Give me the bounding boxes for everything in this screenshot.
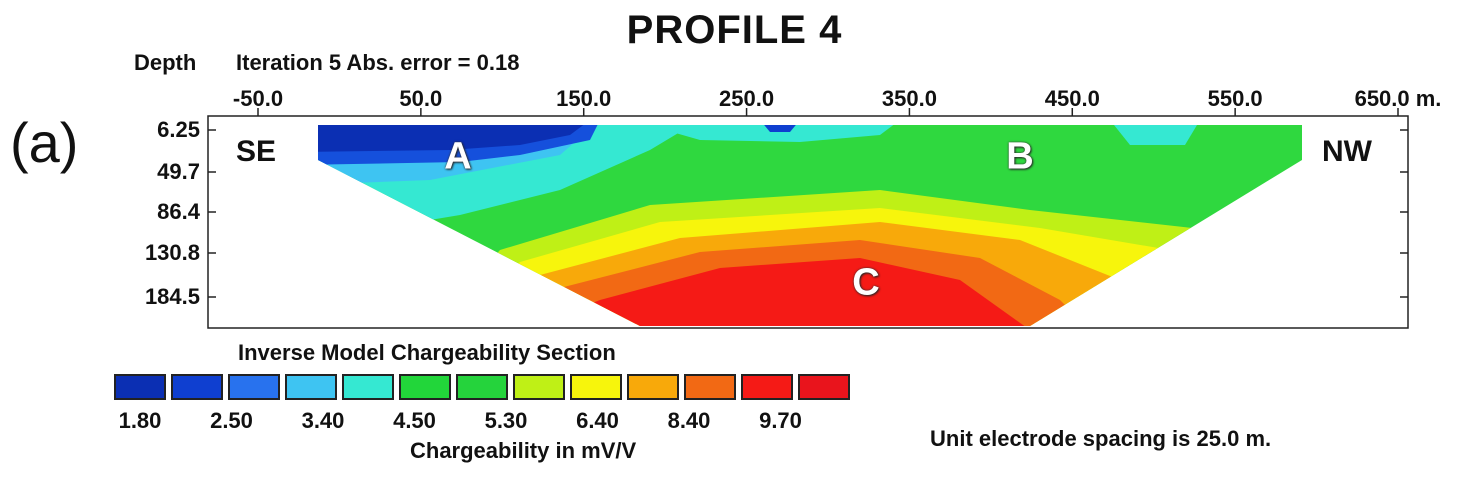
y-tick-label: 130.8 (144, 240, 200, 265)
legend-value: 3.40 (301, 408, 345, 433)
region-label-a: A (444, 135, 472, 178)
legend-swatch (798, 374, 850, 400)
colorbar-unit-label: Chargeability in mV/V (410, 438, 637, 463)
legend-swatch (456, 374, 508, 400)
x-tick-label: 150.0 (556, 86, 612, 111)
region-label-c: C (852, 261, 880, 304)
color-legend (114, 374, 850, 400)
legend-swatch (513, 374, 565, 400)
legend-value: 5.30 (484, 408, 528, 433)
legend-swatch (342, 374, 394, 400)
legend-swatch (741, 374, 793, 400)
y-tick-label: 184.5 (144, 284, 200, 309)
side-label-nw: NW (1322, 135, 1372, 168)
x-tick-label: 350.0 (881, 86, 937, 111)
chart-title: PROFILE 4 (626, 8, 843, 52)
legend-swatch (684, 374, 736, 400)
iteration-label: Iteration 5 Abs. error = 0.18 (236, 50, 520, 75)
x-tick-label: -50.0 (232, 86, 284, 111)
legend-swatch (114, 374, 166, 400)
legend-title: Inverse Model Chargeability Section (238, 340, 616, 365)
electrode-spacing-note: Unit electrode spacing is 25.0 m. (930, 426, 1272, 451)
y-tick-label: 86.4 (157, 199, 200, 224)
legend-value: 2.50 (210, 408, 253, 433)
legend-swatch (285, 374, 337, 400)
x-tick-label: 50.0 (399, 86, 443, 111)
legend-value: 6.40 (576, 408, 619, 433)
legend-swatch (228, 374, 280, 400)
y-tick-label: 6.25 (157, 117, 200, 142)
y-tick-label: 49.7 (157, 159, 200, 184)
legend-swatch (171, 374, 223, 400)
region-label-b: B (1006, 135, 1034, 178)
y-tick-marks (208, 129, 1408, 298)
legend-swatch (399, 374, 451, 400)
legend-swatch (627, 374, 679, 400)
legend-value: 9.70 (759, 408, 802, 433)
legend-value: 8.40 (667, 408, 711, 433)
x-tick-label: 250.0 (719, 86, 775, 111)
legend-value: 4.50 (393, 408, 436, 433)
x-tick-label: 450.0 (1044, 86, 1100, 111)
x-tick-label: 650.0 m. (1354, 86, 1442, 111)
depth-axis-label: Depth (134, 50, 197, 75)
side-label-se: SE (236, 135, 277, 168)
legend-swatch (570, 374, 622, 400)
legend-value: 1.80 (118, 408, 162, 433)
x-tick-label: 550.0 (1207, 86, 1263, 111)
panel-label: (a) (10, 111, 79, 174)
